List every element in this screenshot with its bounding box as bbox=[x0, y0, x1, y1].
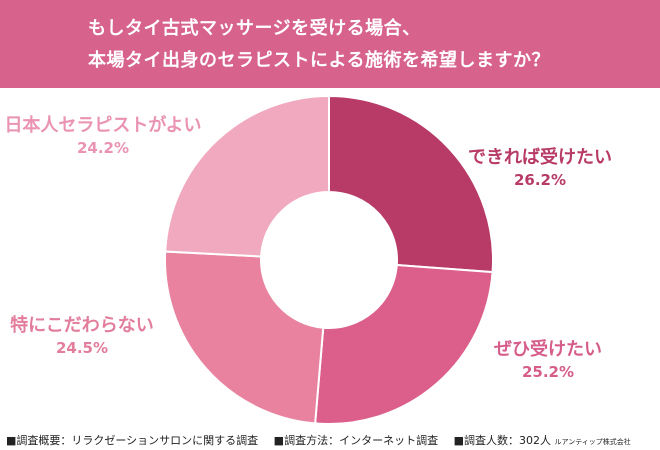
survey-count: ■調査人数：302人 bbox=[453, 434, 551, 447]
company-name: ルアンティップ株式会社 bbox=[554, 438, 631, 446]
slice-dekireba bbox=[328, 94, 494, 274]
label-nihonjin: 日本人セラピストがよい 24.2% bbox=[0, 114, 206, 158]
slice-zehi bbox=[314, 263, 494, 425]
slice-nihonjin bbox=[164, 94, 330, 258]
title-banner: もしタイ古式マッサージを受ける場合、 本場タイ出身のセラピストによる施術を希望し… bbox=[0, 0, 660, 88]
label-kodawaranai: 特にこだわらない 24.5% bbox=[2, 314, 162, 358]
survey-footer: ■調査概要：リラクゼーションサロンに関する調査 ■調査方法：インターネット調査 … bbox=[6, 432, 658, 448]
survey-summary: ■調査概要：リラクゼーションサロンに関する調査 bbox=[6, 434, 259, 447]
slice-name-nihonjin: 日本人セラピストがよい bbox=[4, 115, 202, 136]
chart-title-line2: 本場タイ出身のセラピストによる施術を希望しますか？ bbox=[88, 50, 550, 71]
slice-value-dekireba: 26.2% bbox=[513, 171, 567, 189]
slice-name-zehi: ぜひ受けたい bbox=[494, 339, 602, 360]
slice-name-dekireba: できれば受けたい bbox=[468, 147, 612, 168]
label-dekireba: できれば受けたい 26.2% bbox=[460, 146, 620, 190]
slice-name-kodawaranai: 特にこだわらない bbox=[10, 315, 154, 336]
survey-method: ■調査方法：インターネット調査 bbox=[273, 434, 439, 447]
chart-title-line1: もしタイ古式マッサージを受ける場合、 bbox=[88, 18, 421, 39]
slice-value-nihonjin: 24.2% bbox=[76, 139, 130, 157]
slice-value-zehi: 25.2% bbox=[521, 363, 575, 381]
slice-kodawaranai bbox=[164, 250, 325, 425]
slice-value-kodawaranai: 24.5% bbox=[55, 339, 109, 357]
label-zehi: ぜひ受けたい 25.2% bbox=[478, 338, 618, 382]
